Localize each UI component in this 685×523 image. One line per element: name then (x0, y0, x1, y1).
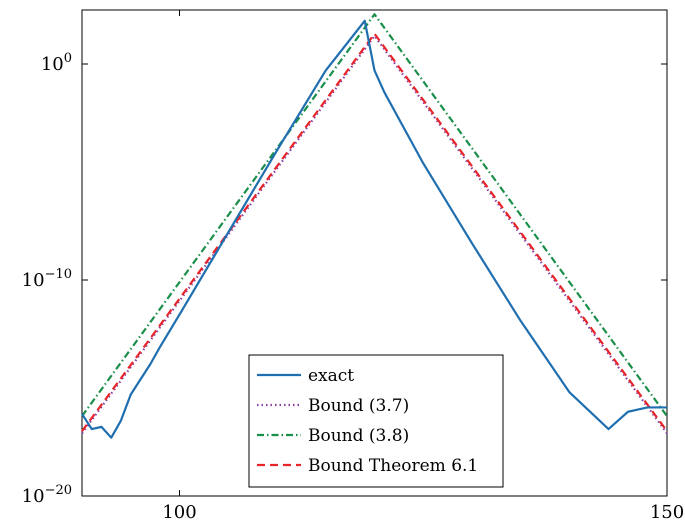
legend: exact Bound (3.7) Bound (3.8) Bound Theorem… (248, 354, 504, 488)
legend-label: Bound Theorem 6.1 (308, 456, 478, 476)
y-tick-label: 10−20 (22, 483, 72, 507)
legend-label: exact (308, 366, 354, 386)
legend-label: Bound (3.8) (308, 426, 409, 446)
ticks-layer: 100 150 100 10−10 10−20 (22, 10, 684, 523)
legend-box (248, 354, 504, 488)
y-tick-label: 10−10 (22, 267, 72, 291)
series-bound-3-8-line (81, 13, 668, 417)
series-layer (81, 13, 668, 439)
x-tick-label: 100 (162, 502, 196, 523)
y-tick-label: 100 (41, 51, 72, 75)
series-bound-theorem-6-1-line (81, 32, 668, 432)
x-tick-label: 150 (650, 502, 684, 523)
series-exact-line (81, 19, 667, 439)
legend-label: Bound (3.7) (308, 396, 409, 416)
